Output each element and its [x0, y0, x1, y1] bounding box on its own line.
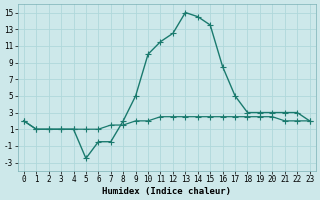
X-axis label: Humidex (Indice chaleur): Humidex (Indice chaleur) [102, 187, 231, 196]
